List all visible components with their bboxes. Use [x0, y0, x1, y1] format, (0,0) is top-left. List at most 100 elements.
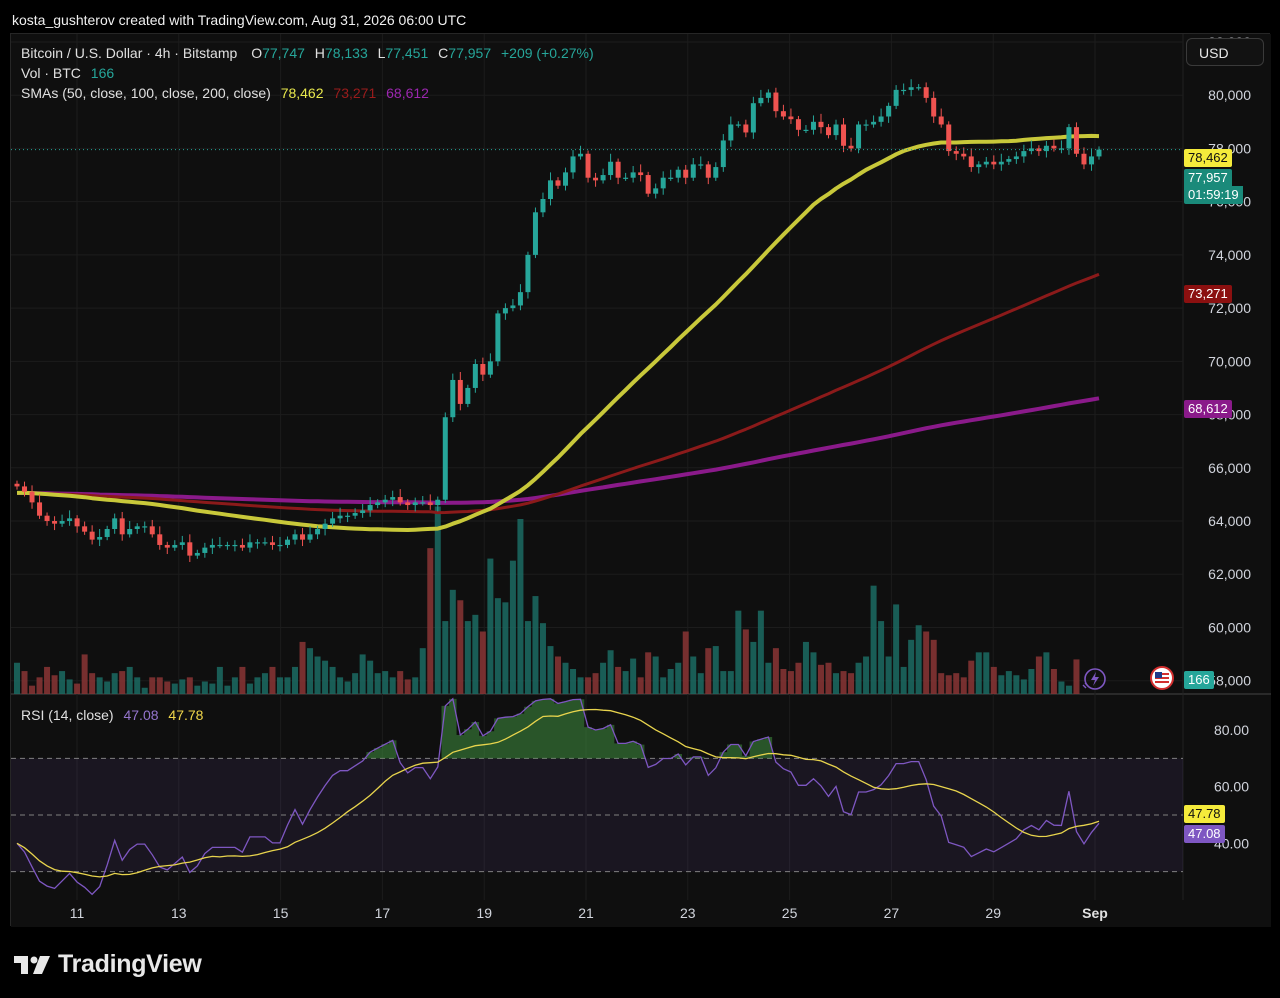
candle	[397, 489, 403, 506]
candle-body	[52, 521, 58, 524]
candle-body	[427, 502, 433, 506]
volume-bar	[74, 683, 81, 694]
candle	[495, 310, 501, 367]
candle-body	[976, 164, 982, 168]
candle	[1036, 145, 1042, 156]
candle-body	[1073, 127, 1079, 154]
us-flag-icon[interactable]	[1150, 666, 1174, 690]
volume-bar	[382, 671, 389, 694]
candle-body	[465, 387, 471, 404]
candle-body	[540, 199, 546, 213]
candle-body	[660, 177, 666, 189]
chart-canvas[interactable]: 82,00080,00078,00076,00074,00072,00070,0…	[11, 34, 1271, 927]
candle	[277, 536, 283, 552]
chart-panel[interactable]: 82,00080,00078,00076,00074,00072,00070,0…	[10, 33, 1271, 927]
candle	[765, 89, 771, 103]
flash-icon[interactable]	[1081, 667, 1107, 691]
candle	[187, 534, 193, 562]
candle-body	[29, 491, 35, 503]
candle	[457, 371, 463, 411]
volume-bar	[983, 652, 990, 694]
currency-button[interactable]: USD	[1186, 38, 1264, 66]
candle	[262, 537, 268, 546]
volume-bar	[570, 669, 577, 694]
candle-body	[285, 539, 290, 545]
candle-body	[1088, 156, 1094, 165]
volume-bar	[457, 600, 464, 694]
volume-bar	[1035, 656, 1042, 694]
candle	[119, 511, 125, 541]
candle-body	[149, 526, 155, 535]
candle	[345, 512, 351, 523]
tradingview-logo-icon	[14, 955, 50, 974]
volume-bar	[81, 654, 88, 694]
countdown-badge: 01:59:19	[1184, 186, 1243, 204]
volume-bar	[479, 631, 486, 694]
candle-body	[179, 542, 185, 545]
candle	[149, 519, 155, 538]
candle	[675, 166, 681, 183]
volume-bar	[833, 673, 840, 694]
candle-body	[871, 121, 877, 125]
candle-body	[277, 544, 283, 547]
candle	[886, 102, 892, 123]
volume-bar	[975, 652, 982, 694]
candle-body	[623, 177, 629, 179]
sma200-value: 68,612	[386, 85, 429, 101]
volume-bar	[276, 677, 283, 694]
candle-body	[1066, 127, 1072, 149]
candle-body	[863, 124, 869, 126]
candle-body	[1006, 159, 1012, 162]
candle-body	[878, 116, 884, 122]
low-label: L	[377, 45, 386, 61]
candle-body	[187, 542, 193, 556]
candle	[247, 534, 253, 553]
rsi-ma-value: 47.78	[168, 707, 204, 723]
candle-body	[59, 521, 65, 524]
candle	[998, 153, 1004, 171]
candle	[878, 108, 884, 127]
candle-body	[841, 124, 847, 146]
price-tick-label: 64,000	[1208, 513, 1251, 529]
volume-bar	[337, 677, 344, 694]
volume-bar	[269, 666, 276, 694]
candle-body	[1043, 145, 1049, 152]
volume-bar	[1043, 652, 1050, 694]
candle	[713, 162, 719, 181]
time-tick-label: 15	[273, 905, 289, 921]
volume-bar	[104, 681, 111, 694]
open-label: O	[251, 45, 263, 61]
candle-body	[675, 169, 681, 178]
candle-body	[74, 518, 80, 527]
candle-body	[547, 180, 553, 199]
time-tick-label: 17	[375, 905, 391, 921]
volume-bar	[509, 560, 516, 694]
candle-body	[780, 111, 786, 117]
candle	[705, 161, 711, 185]
volume-bar	[923, 631, 930, 694]
candle-body	[795, 119, 801, 130]
volume-bar	[464, 621, 471, 694]
candle-body	[743, 124, 749, 133]
volume-bar	[607, 650, 614, 694]
volume-legend: Vol · BTC 166	[21, 65, 114, 81]
candle	[292, 529, 298, 545]
volume-bar	[885, 656, 892, 694]
volume-bar	[59, 671, 66, 694]
rsi-ma-line	[16, 708, 1100, 878]
time-tick-label: 13	[171, 905, 187, 921]
candle	[923, 82, 929, 103]
time-tick-label: 23	[680, 905, 696, 921]
candle-body	[104, 529, 110, 537]
volume-bar	[111, 673, 118, 694]
volume-bar	[795, 662, 802, 694]
volume-bar	[517, 519, 524, 694]
candle-body	[292, 534, 298, 540]
close-value: 77,957	[448, 45, 492, 61]
volume-bar	[532, 596, 539, 694]
candle-body	[119, 518, 125, 535]
candle-body	[134, 526, 140, 529]
candle	[976, 161, 982, 174]
candle	[901, 83, 907, 95]
candle-body	[142, 526, 148, 528]
